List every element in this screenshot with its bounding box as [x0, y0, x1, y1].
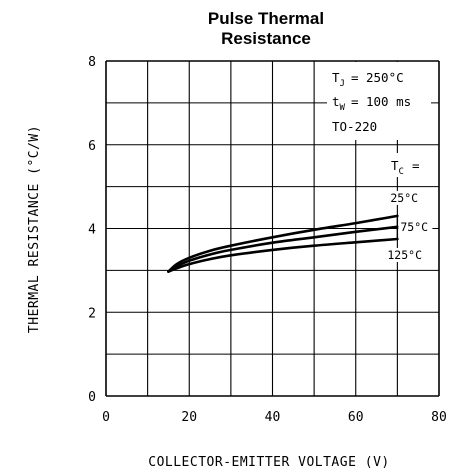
chart-title-line2: Resistance [221, 29, 311, 48]
annotation-package: TO-220 [332, 119, 377, 134]
y-tick-label: 4 [88, 223, 96, 238]
x-tick-label: 40 [265, 410, 281, 425]
y-tick-label: 2 [88, 306, 96, 321]
axis-ticks: 0 20 40 60 80 0 2 4 6 8 [88, 55, 447, 425]
chart-title-line1: Pulse Thermal [208, 9, 324, 28]
x-tick-label: 60 [348, 410, 364, 425]
y-axis-label: THERMAL RESISTANCE (°C/W) [27, 125, 42, 333]
data-curves [167, 214, 399, 273]
x-tick-label: 0 [102, 410, 110, 425]
curve-label-bg [385, 247, 427, 262]
annotation-tj: TJ = 250°C [332, 70, 404, 89]
conditions-box [327, 62, 431, 140]
x-axis-label: COLLECTOR-EMITTER VOLTAGE (V) [148, 455, 389, 470]
series-line [167, 214, 399, 273]
tc-box [386, 153, 431, 177]
series-line [167, 225, 399, 273]
x-tick-label: 80 [431, 410, 447, 425]
curve-label: 125°C [387, 248, 422, 262]
curve-labels: 25°C 75°C 125°C [385, 190, 433, 262]
curve-label: 75°C [400, 220, 428, 234]
curve-label: 25°C [390, 191, 418, 205]
y-tick-label: 6 [88, 139, 96, 154]
curve-label-bg [398, 219, 433, 234]
y-tick-label: 8 [88, 55, 96, 70]
annotation-tc: TC = [391, 158, 419, 177]
x-tick-label: 20 [181, 410, 197, 425]
annotation-tw: tW = 100 ms [332, 94, 411, 113]
curve-label-bg [388, 190, 423, 205]
y-tick-label: 0 [88, 390, 96, 405]
series-line [167, 237, 399, 273]
